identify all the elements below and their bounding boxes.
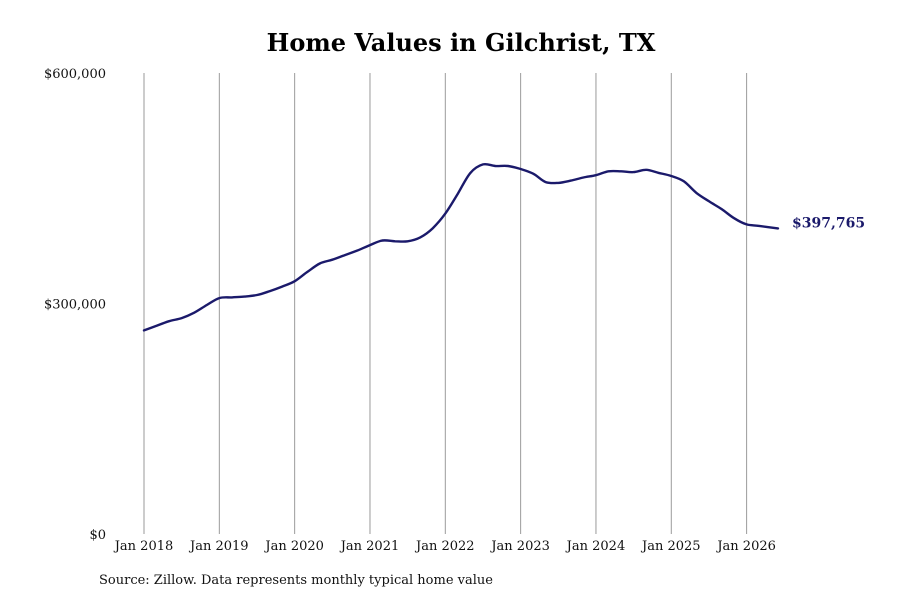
end-value-label: $397,765: [792, 215, 865, 231]
x-tick-label: Jan 2018: [113, 539, 174, 554]
grid-lines: [143, 73, 748, 534]
x-tick-label: Jan 2019: [188, 539, 249, 554]
x-tick-label: Jan 2026: [715, 539, 776, 554]
x-tick-label: Jan 2025: [640, 539, 701, 554]
y-tick-label: $300,000: [44, 298, 106, 313]
series-line: [142, 162, 780, 332]
chart-title: Home Values in Gilchrist, TX: [266, 28, 656, 57]
x-tick-label: Jan 2022: [414, 539, 475, 554]
y-axis-ticks: $0 $300,000 $600,000: [44, 67, 106, 543]
y-tick-label: $600,000: [44, 67, 106, 82]
y-tick-label: $0: [89, 528, 106, 543]
x-tick-label: Jan 2021: [339, 539, 400, 554]
x-axis-ticks: Jan 2018 Jan 2019 Jan 2020 Jan 2021 Jan 2022…: [113, 539, 776, 554]
x-tick-label: Jan 2024: [565, 539, 626, 554]
source-note: Source: Zillow. Data represents monthly …: [99, 573, 493, 588]
x-tick-label: Jan 2023: [489, 539, 550, 554]
x-tick-label: Jan 2020: [263, 539, 324, 554]
